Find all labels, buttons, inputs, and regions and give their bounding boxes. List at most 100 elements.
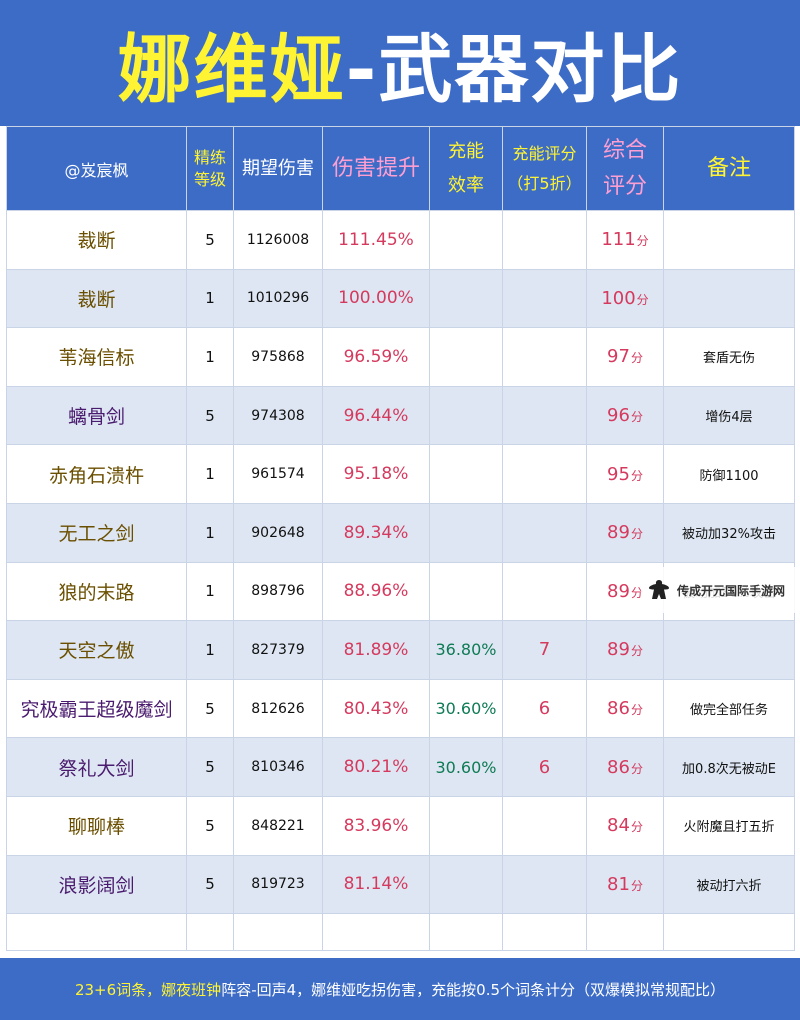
- note: 火附魔且打五折: [663, 795, 795, 856]
- header-total-line1: 综合: [602, 137, 647, 163]
- expected-damage: 827379: [233, 620, 323, 680]
- refine-level: 5: [186, 737, 234, 797]
- total-score: 95分: [586, 444, 664, 504]
- table-row: 苇海信标 1 975868 96.59% 97分 套盾无伤: [6, 327, 795, 387]
- score-value: 89: [607, 522, 630, 544]
- score-unit: 分: [630, 351, 643, 366]
- refine-level: 5: [186, 854, 234, 915]
- score-value: 84: [607, 815, 630, 837]
- energy-score: [502, 327, 587, 387]
- score-unit: 分: [630, 527, 643, 542]
- expected-damage: 902648: [233, 502, 323, 563]
- refine-level: 1: [186, 444, 234, 504]
- score-unit: 分: [630, 820, 643, 835]
- table-row-blank: [6, 913, 795, 952]
- refine-level: 1: [186, 502, 234, 563]
- weapon-name: 苇海信标: [6, 327, 187, 387]
- damage-boost: 81.14%: [322, 854, 430, 915]
- damage-boost: 96.44%: [322, 385, 430, 446]
- damage-boost: 80.21%: [322, 737, 430, 797]
- header-energy-line2: 效率: [448, 174, 484, 196]
- score-value: 111: [601, 229, 636, 251]
- weapon-name: 天空之傲: [6, 620, 187, 680]
- energy-score: [502, 795, 587, 856]
- score-unit: 分: [630, 878, 643, 893]
- energy-recharge: [429, 561, 503, 622]
- header-damage-boost: 伤害提升: [322, 126, 430, 211]
- energy-score: [502, 444, 587, 504]
- energy-recharge: 30.60%: [429, 737, 503, 797]
- total-score: 100分: [586, 268, 664, 329]
- table-body: 裁断 5 1126008 111.45% 111分 裁断 1 1010296 100.00% 10…: [6, 210, 795, 952]
- refine-level: 5: [186, 385, 234, 446]
- table-row: 究极霸王超级魔剑 5 812626 80.43% 30.60% 6 86分 做完全部任务: [6, 678, 795, 739]
- weapon-name: 狼的末路: [6, 561, 187, 622]
- weapon-name: 赤角石溃杵: [6, 444, 187, 504]
- expected-damage: 961574: [233, 444, 323, 504]
- weapon-name: 裁断: [6, 268, 187, 329]
- expected-damage: 974308: [233, 385, 323, 446]
- energy-score: 6: [502, 678, 587, 739]
- damage-boost: 111.45%: [322, 210, 430, 270]
- weapon-name: 聊聊棒: [6, 795, 187, 856]
- header-refine-line1: 精练: [193, 147, 226, 167]
- expected-damage: 975868: [233, 327, 323, 387]
- total-score: 111分: [586, 210, 664, 270]
- weapon-name: 无工之剑: [6, 502, 187, 563]
- table-row: 裁断 5 1126008 111.45% 111分: [6, 210, 795, 270]
- note: [663, 210, 795, 270]
- score-unit: 分: [630, 703, 643, 718]
- header-energy-score: 充能评分 （打5折）: [502, 126, 587, 211]
- table-row: 天空之傲 1 827379 81.89% 36.80% 7 89分: [6, 620, 795, 680]
- score-value: 96: [607, 405, 630, 427]
- energy-recharge: 36.80%: [429, 620, 503, 680]
- damage-boost: 95.18%: [322, 444, 430, 504]
- expected-damage: 810346: [233, 737, 323, 797]
- energy-recharge: 30.60%: [429, 678, 503, 739]
- energy-score: [502, 210, 587, 270]
- score-unit: 分: [636, 292, 649, 307]
- score-value: 86: [607, 756, 630, 778]
- page-title: 娜维娅 -武器对比: [0, 0, 800, 126]
- note: 被动加32%攻击: [663, 502, 795, 563]
- expected-damage: 1010296: [233, 268, 323, 329]
- damage-boost: 89.34%: [322, 502, 430, 563]
- header-refine-line2: 等级: [193, 169, 226, 189]
- table-row: 祭礼大剑 5 810346 80.21% 30.60% 6 86分 加0.8次无被动E: [6, 737, 795, 797]
- note: 加0.8次无被动E: [663, 737, 795, 797]
- refine-level: 5: [186, 678, 234, 739]
- energy-recharge: [429, 385, 503, 446]
- refine-level: 1: [186, 561, 234, 622]
- table-header-row: @岌宸枫 精练 等级 期望伤害 伤害提升 充能 效率 充能评分 （打5折） 综合: [6, 126, 795, 211]
- energy-score: [502, 385, 587, 446]
- score-value: 100: [601, 287, 636, 309]
- total-score: 89分: [586, 502, 664, 563]
- weapon-table: @岌宸枫 精练 等级 期望伤害 伤害提升 充能 效率 充能评分 （打5折） 综合: [6, 126, 795, 952]
- refine-level: 5: [186, 795, 234, 856]
- score-unit: 分: [630, 410, 643, 425]
- total-score: 97分: [586, 327, 664, 387]
- energy-recharge: [429, 854, 503, 915]
- score-value: 95: [607, 463, 630, 485]
- title-character: 娜维娅: [117, 26, 346, 113]
- energy-score: 7: [502, 620, 587, 680]
- weapon-name: 祭礼大剑: [6, 737, 187, 797]
- weapon-name: 浪影阔剑: [6, 854, 187, 915]
- watermark: 传成开元国际手游网: [641, 567, 800, 613]
- table-row: 浪影阔剑 5 819723 81.14% 81分 被动打六折: [6, 854, 795, 915]
- total-score: 86分: [586, 737, 664, 797]
- header-refine: 精练 等级: [186, 126, 234, 211]
- refine-level: 1: [186, 620, 234, 680]
- energy-score: [502, 854, 587, 915]
- energy-score: [502, 268, 587, 329]
- total-score: 96分: [586, 385, 664, 446]
- header-energy-line1: 充能: [448, 140, 484, 162]
- table-row: 聊聊棒 5 848221 83.96% 84分 火附魔且打五折: [6, 795, 795, 856]
- total-score: 81分: [586, 854, 664, 915]
- table-row: 无工之剑 1 902648 89.34% 89分 被动加32%攻击: [6, 502, 795, 563]
- expected-damage: 819723: [233, 854, 323, 915]
- note: 增伤4层: [663, 385, 795, 446]
- header-expected-damage: 期望伤害: [233, 126, 323, 211]
- header-energy: 充能 效率: [429, 126, 503, 211]
